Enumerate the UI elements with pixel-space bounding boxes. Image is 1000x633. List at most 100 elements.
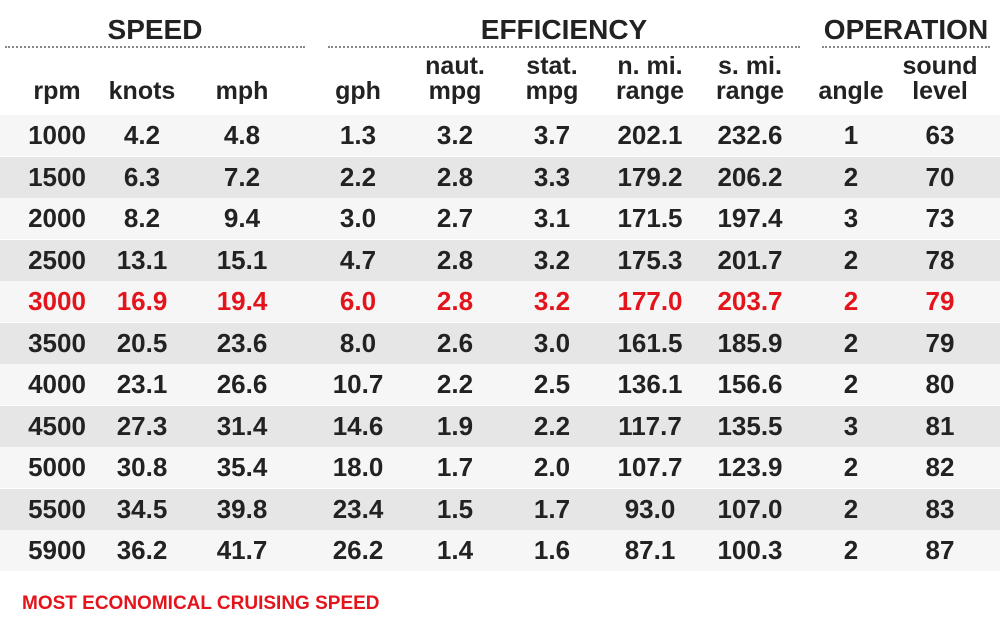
cell: 161.5 bbox=[617, 327, 683, 358]
row-background bbox=[0, 156, 1000, 198]
cell: 2000 bbox=[28, 203, 86, 233]
column-header: angle bbox=[818, 77, 884, 105]
cell: 3.0 bbox=[339, 203, 377, 233]
cell: 3.2 bbox=[533, 244, 571, 275]
cell: 6.0 bbox=[339, 286, 377, 316]
column-header: gph bbox=[335, 77, 381, 105]
cell: 70 bbox=[925, 161, 955, 192]
cell: 203.7 bbox=[717, 286, 783, 316]
cell: 2 bbox=[843, 244, 859, 275]
cell: 13.1 bbox=[116, 244, 168, 275]
cell: 2 bbox=[843, 327, 859, 358]
cell: 123.9 bbox=[717, 452, 783, 482]
cell: 34.5 bbox=[116, 493, 168, 524]
column-header: knots bbox=[108, 77, 176, 105]
cell: 3.3 bbox=[533, 161, 571, 192]
cell: 2.6 bbox=[436, 327, 474, 358]
cell: 14.6 bbox=[332, 410, 384, 441]
group-header: EFFICIENCY bbox=[328, 14, 800, 48]
cell: 107.7 bbox=[617, 452, 683, 482]
column-header: sound level bbox=[902, 52, 978, 105]
cell: 206.2 bbox=[717, 161, 783, 192]
cell: 1.6 bbox=[533, 535, 571, 565]
cell: 5000 bbox=[28, 452, 86, 482]
cell: 2 bbox=[843, 286, 859, 316]
cell: 136.1 bbox=[617, 369, 683, 399]
cell: 83 bbox=[925, 493, 955, 524]
cell: 4000 bbox=[28, 369, 86, 399]
cell: 87 bbox=[925, 535, 955, 565]
cell: 19.4 bbox=[216, 286, 268, 316]
cell: 201.7 bbox=[717, 244, 783, 275]
cell: 18.0 bbox=[332, 452, 384, 482]
cell: 202.1 bbox=[617, 120, 683, 150]
cell: 26.2 bbox=[332, 535, 384, 565]
cell: 3 bbox=[843, 203, 859, 233]
cell: 82 bbox=[925, 452, 955, 482]
cell: 23.4 bbox=[332, 493, 384, 524]
cell: 93.0 bbox=[624, 493, 676, 524]
cell: 3.0 bbox=[533, 327, 571, 358]
cell: 63 bbox=[925, 120, 955, 150]
row-background bbox=[0, 322, 1000, 364]
cell: 23.1 bbox=[116, 369, 168, 399]
cell: 79 bbox=[925, 327, 955, 358]
cell: 135.5 bbox=[717, 410, 783, 441]
cell: 2.2 bbox=[339, 161, 377, 192]
row-background bbox=[0, 281, 1000, 322]
cell: 1 bbox=[843, 120, 859, 150]
cell: 30.8 bbox=[116, 452, 168, 482]
column-header: stat. mpg bbox=[525, 52, 579, 105]
row-background bbox=[0, 364, 1000, 405]
cell: 4.2 bbox=[123, 120, 161, 150]
cell: 27.3 bbox=[116, 410, 168, 441]
footnote: MOST ECONOMICAL CRUISING SPEED bbox=[22, 593, 380, 614]
row-background bbox=[0, 198, 1000, 239]
cell: 2 bbox=[843, 369, 859, 399]
cell: 39.8 bbox=[216, 493, 268, 524]
cell: 2.8 bbox=[436, 161, 474, 192]
column-header: rpm bbox=[33, 77, 81, 105]
group-header: OPERATION bbox=[822, 14, 990, 48]
column-header: s. mi. range bbox=[715, 52, 785, 105]
cell: 81 bbox=[925, 410, 955, 441]
cell: 31.4 bbox=[216, 410, 268, 441]
cell: 2 bbox=[843, 161, 859, 192]
cell: 10.7 bbox=[332, 369, 384, 399]
cell: 1.4 bbox=[436, 535, 474, 565]
cell: 3.7 bbox=[533, 120, 571, 150]
row-background bbox=[0, 239, 1000, 281]
column-header: n. mi. range bbox=[615, 52, 685, 105]
column-header: naut. mpg bbox=[425, 52, 485, 105]
row-background bbox=[0, 488, 1000, 530]
cell: 4.7 bbox=[339, 244, 377, 275]
cell: 41.7 bbox=[216, 535, 268, 565]
cell: 179.2 bbox=[617, 161, 683, 192]
cell: 1.3 bbox=[339, 120, 377, 150]
cell: 3.2 bbox=[436, 120, 474, 150]
cell: 6.3 bbox=[123, 161, 161, 192]
cell: 2 bbox=[843, 535, 859, 565]
cell: 73 bbox=[925, 203, 955, 233]
row-background bbox=[0, 530, 1000, 571]
cell: 177.0 bbox=[617, 286, 683, 316]
cell: 107.0 bbox=[717, 493, 783, 524]
cell: 4500 bbox=[28, 410, 86, 441]
cell: 175.3 bbox=[617, 244, 683, 275]
cell: 1000 bbox=[28, 120, 86, 150]
cell: 100.3 bbox=[717, 535, 783, 565]
cell: 3000 bbox=[28, 286, 86, 316]
row-background bbox=[0, 115, 1000, 156]
cell: 2.7 bbox=[436, 203, 474, 233]
cell: 9.4 bbox=[223, 203, 261, 233]
row-background bbox=[0, 405, 1000, 447]
cell: 2.5 bbox=[533, 369, 571, 399]
cell: 2.8 bbox=[436, 244, 474, 275]
cell: 16.9 bbox=[116, 286, 168, 316]
cell: 1500 bbox=[28, 161, 86, 192]
cell: 2 bbox=[843, 493, 859, 524]
cell: 185.9 bbox=[717, 327, 783, 358]
cell: 8.0 bbox=[339, 327, 377, 358]
cell: 20.5 bbox=[116, 327, 168, 358]
